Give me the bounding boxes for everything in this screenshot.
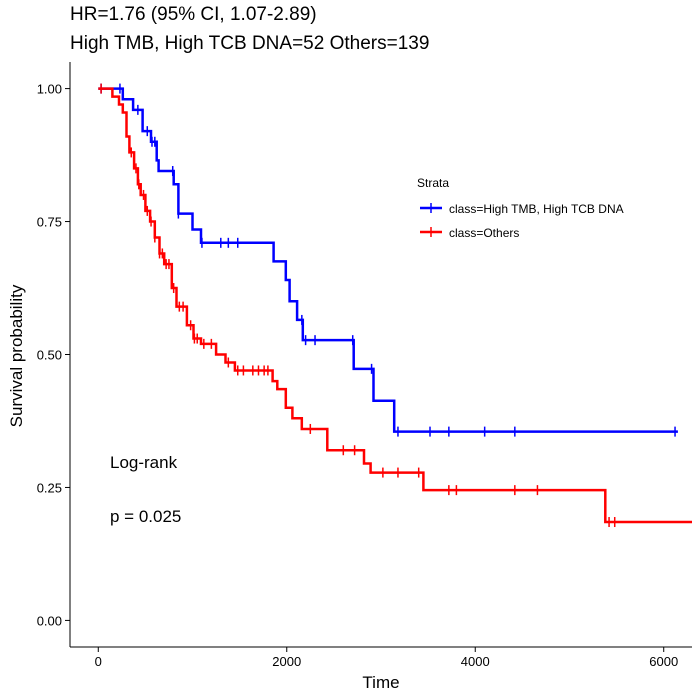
y-tick-label-2: 0.50 bbox=[37, 348, 62, 363]
annotation-p-value: p = 0.025 bbox=[110, 507, 181, 526]
legend-label-others: class=Others bbox=[449, 226, 519, 240]
chart-title-line-2: High TMB, High TCB DNA=52 Others=139 bbox=[70, 33, 430, 54]
km-curve-1 bbox=[98, 87, 692, 524]
x-axis-title: Time bbox=[362, 673, 399, 692]
y-axis-title: Survival probability bbox=[7, 284, 26, 427]
annotation-log-rank: Log-rank bbox=[110, 453, 178, 472]
x-tick-label-0: 0 bbox=[95, 654, 102, 669]
y-tick-label-4: 1.00 bbox=[37, 82, 62, 97]
x-tick-label-3: 6000 bbox=[649, 654, 678, 669]
km-curve-0 bbox=[98, 87, 678, 433]
legend-label-high-tmb: class=High TMB, High TCB DNA bbox=[449, 202, 624, 216]
legend-title: Strata bbox=[417, 176, 449, 190]
legend: Strata class=High TMB, High TCB DNA clas… bbox=[417, 176, 624, 240]
y-tick-label-0: 0.00 bbox=[37, 613, 62, 628]
y-tick-label-1: 0.25 bbox=[37, 480, 62, 495]
x-tick-label-2: 4000 bbox=[461, 654, 490, 669]
chart-title-line-1: HR=1.76 (95% CI, 1.07-2.89) bbox=[70, 4, 317, 25]
y-tick-label-3: 0.75 bbox=[37, 215, 62, 230]
x-tick-label-1: 2000 bbox=[272, 654, 301, 669]
